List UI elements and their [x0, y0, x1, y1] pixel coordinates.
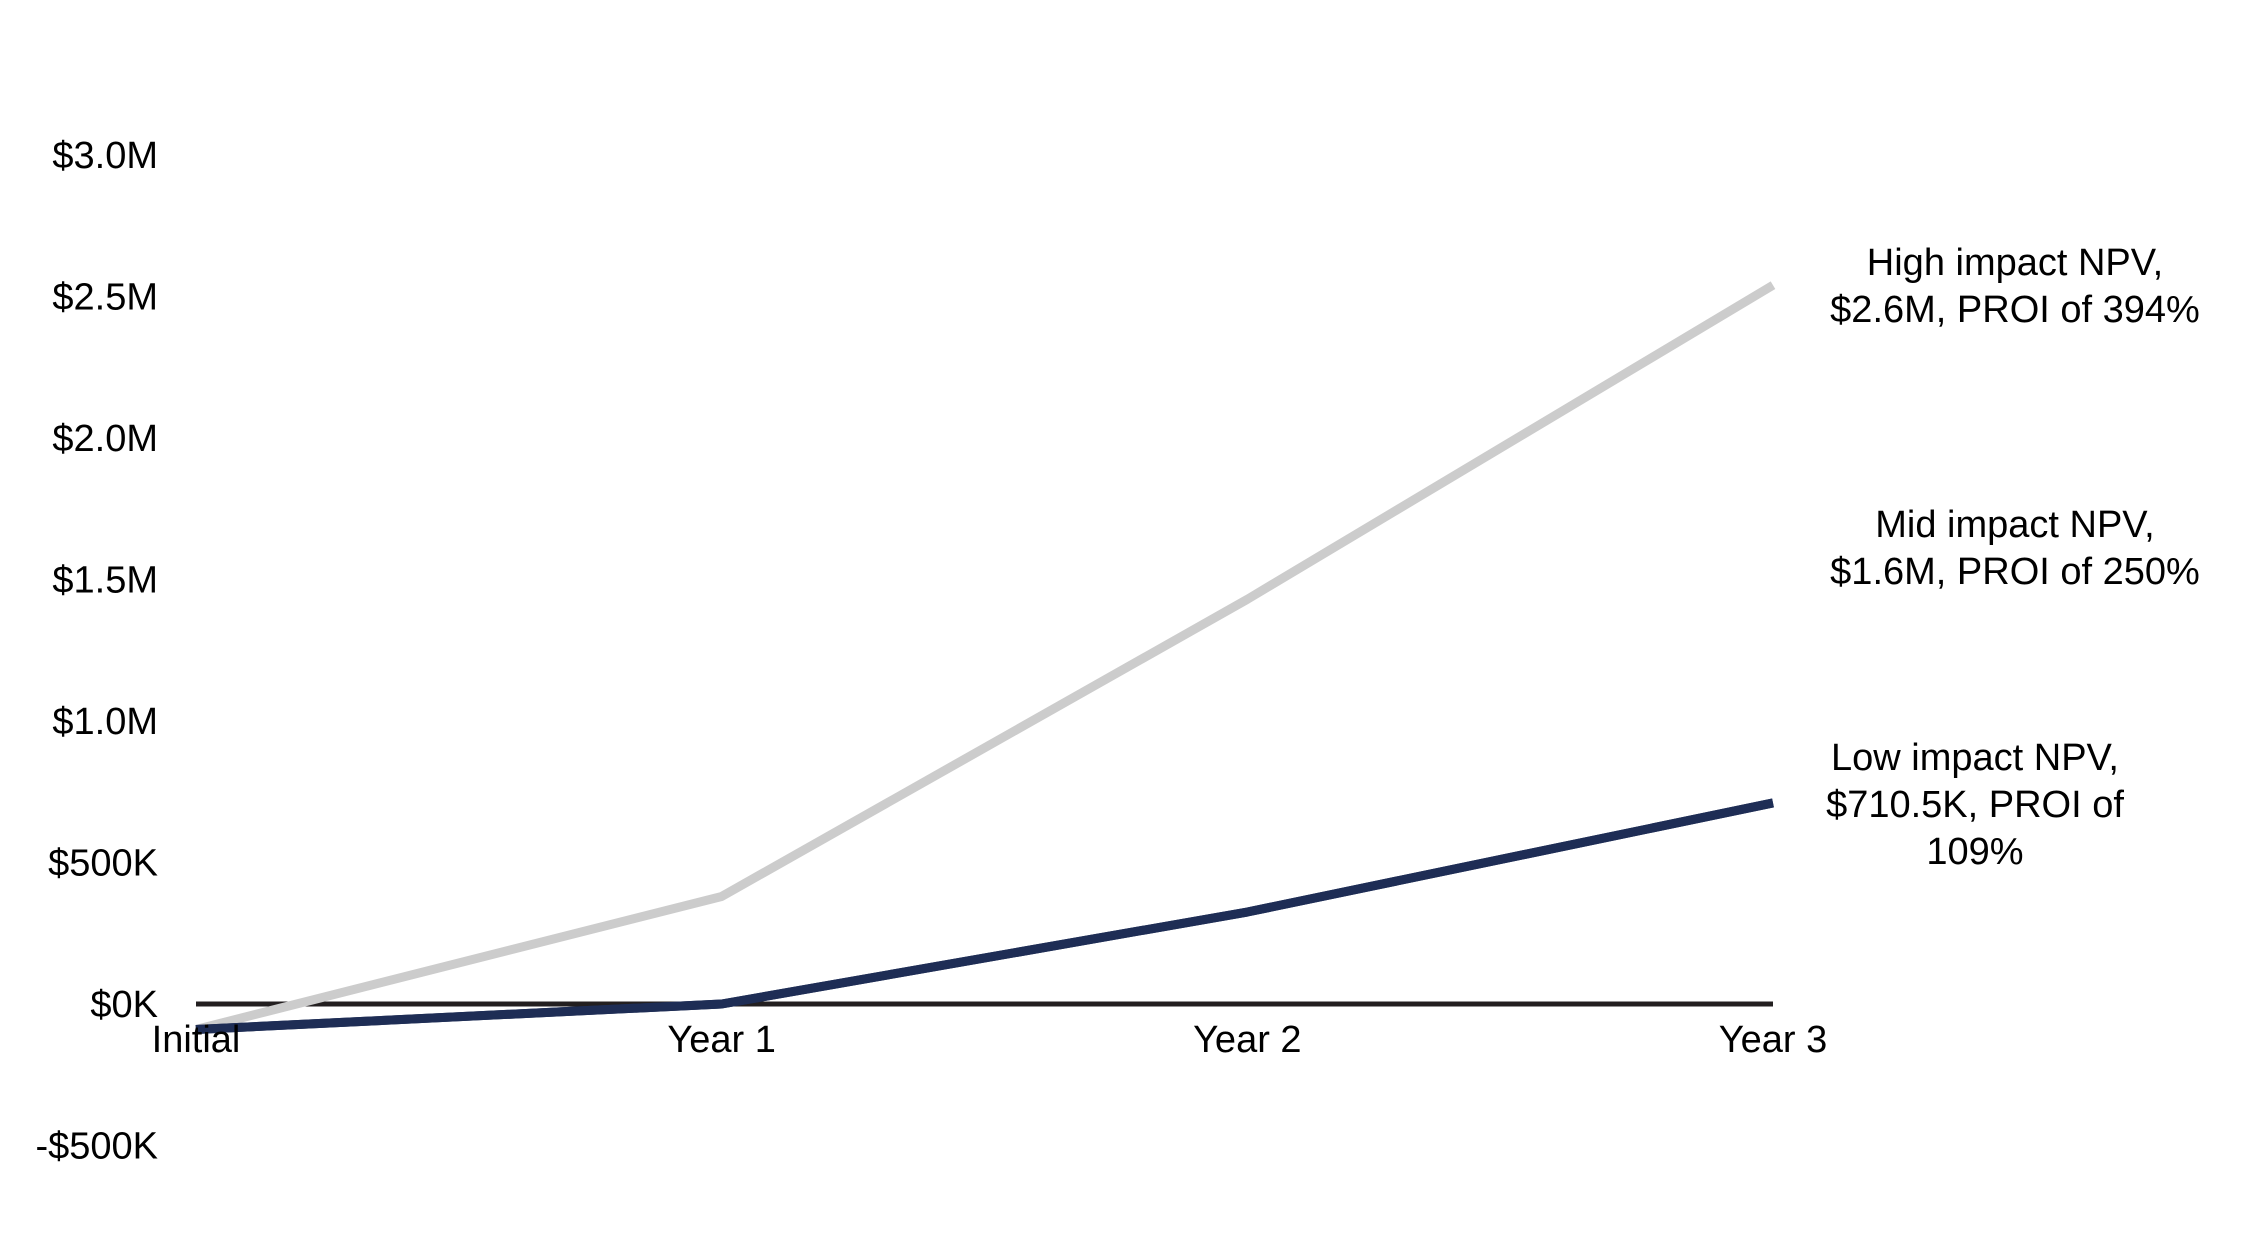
annotation-low: Low impact NPV, $710.5K, PROI of 109% [1826, 737, 2124, 873]
annotation-line: Mid impact NPV, [1875, 504, 2154, 546]
series-annotations: High impact NPV, $2.6M, PROI of 394% Mid i… [1826, 242, 2200, 873]
y-tick-label: -$500K [35, 1126, 158, 1168]
series-line-high [194, 281, 1776, 1034]
annotation-line: $2.6M, PROI of 394% [1830, 289, 2200, 331]
y-tick-label: $500K [48, 843, 158, 885]
x-tick-label: Initial [152, 1019, 241, 1061]
annotation-line: 109% [1926, 831, 2023, 873]
y-tick-label: $1.0M [52, 701, 158, 743]
series-line-mid [195, 798, 1774, 1034]
x-tick-label: Year 2 [1193, 1019, 1301, 1061]
y-tick-label: $2.0M [52, 418, 158, 460]
y-tick-label: $0K [90, 984, 158, 1026]
y-axis-ticks: -$500K $0K $500K $1.0M $1.5M $2.0M $2.5M $3.0M [35, 135, 158, 1168]
x-tick-label: Year 1 [667, 1019, 775, 1061]
annotation-line: High impact NPV, [1867, 242, 2163, 284]
series-lines [194, 281, 1776, 1034]
x-axis-ticks: Initial Year 1 Year 2 Year 3 [152, 1019, 1828, 1061]
annotation-mid: Mid impact NPV, $1.6M, PROI of 250% [1830, 504, 2200, 593]
y-tick-label: $2.5M [52, 277, 158, 319]
annotation-line: $1.6M, PROI of 250% [1830, 551, 2200, 593]
annotation-high: High impact NPV, $2.6M, PROI of 394% [1830, 242, 2200, 331]
y-tick-label: $3.0M [52, 135, 158, 177]
series-line-low [195, 798, 1774, 1034]
y-tick-label: $1.5M [52, 560, 158, 602]
x-tick-label: Year 3 [1719, 1019, 1827, 1061]
annotation-line: $710.5K, PROI of [1826, 784, 2124, 826]
annotation-line: Low impact NPV, [1831, 737, 2119, 779]
